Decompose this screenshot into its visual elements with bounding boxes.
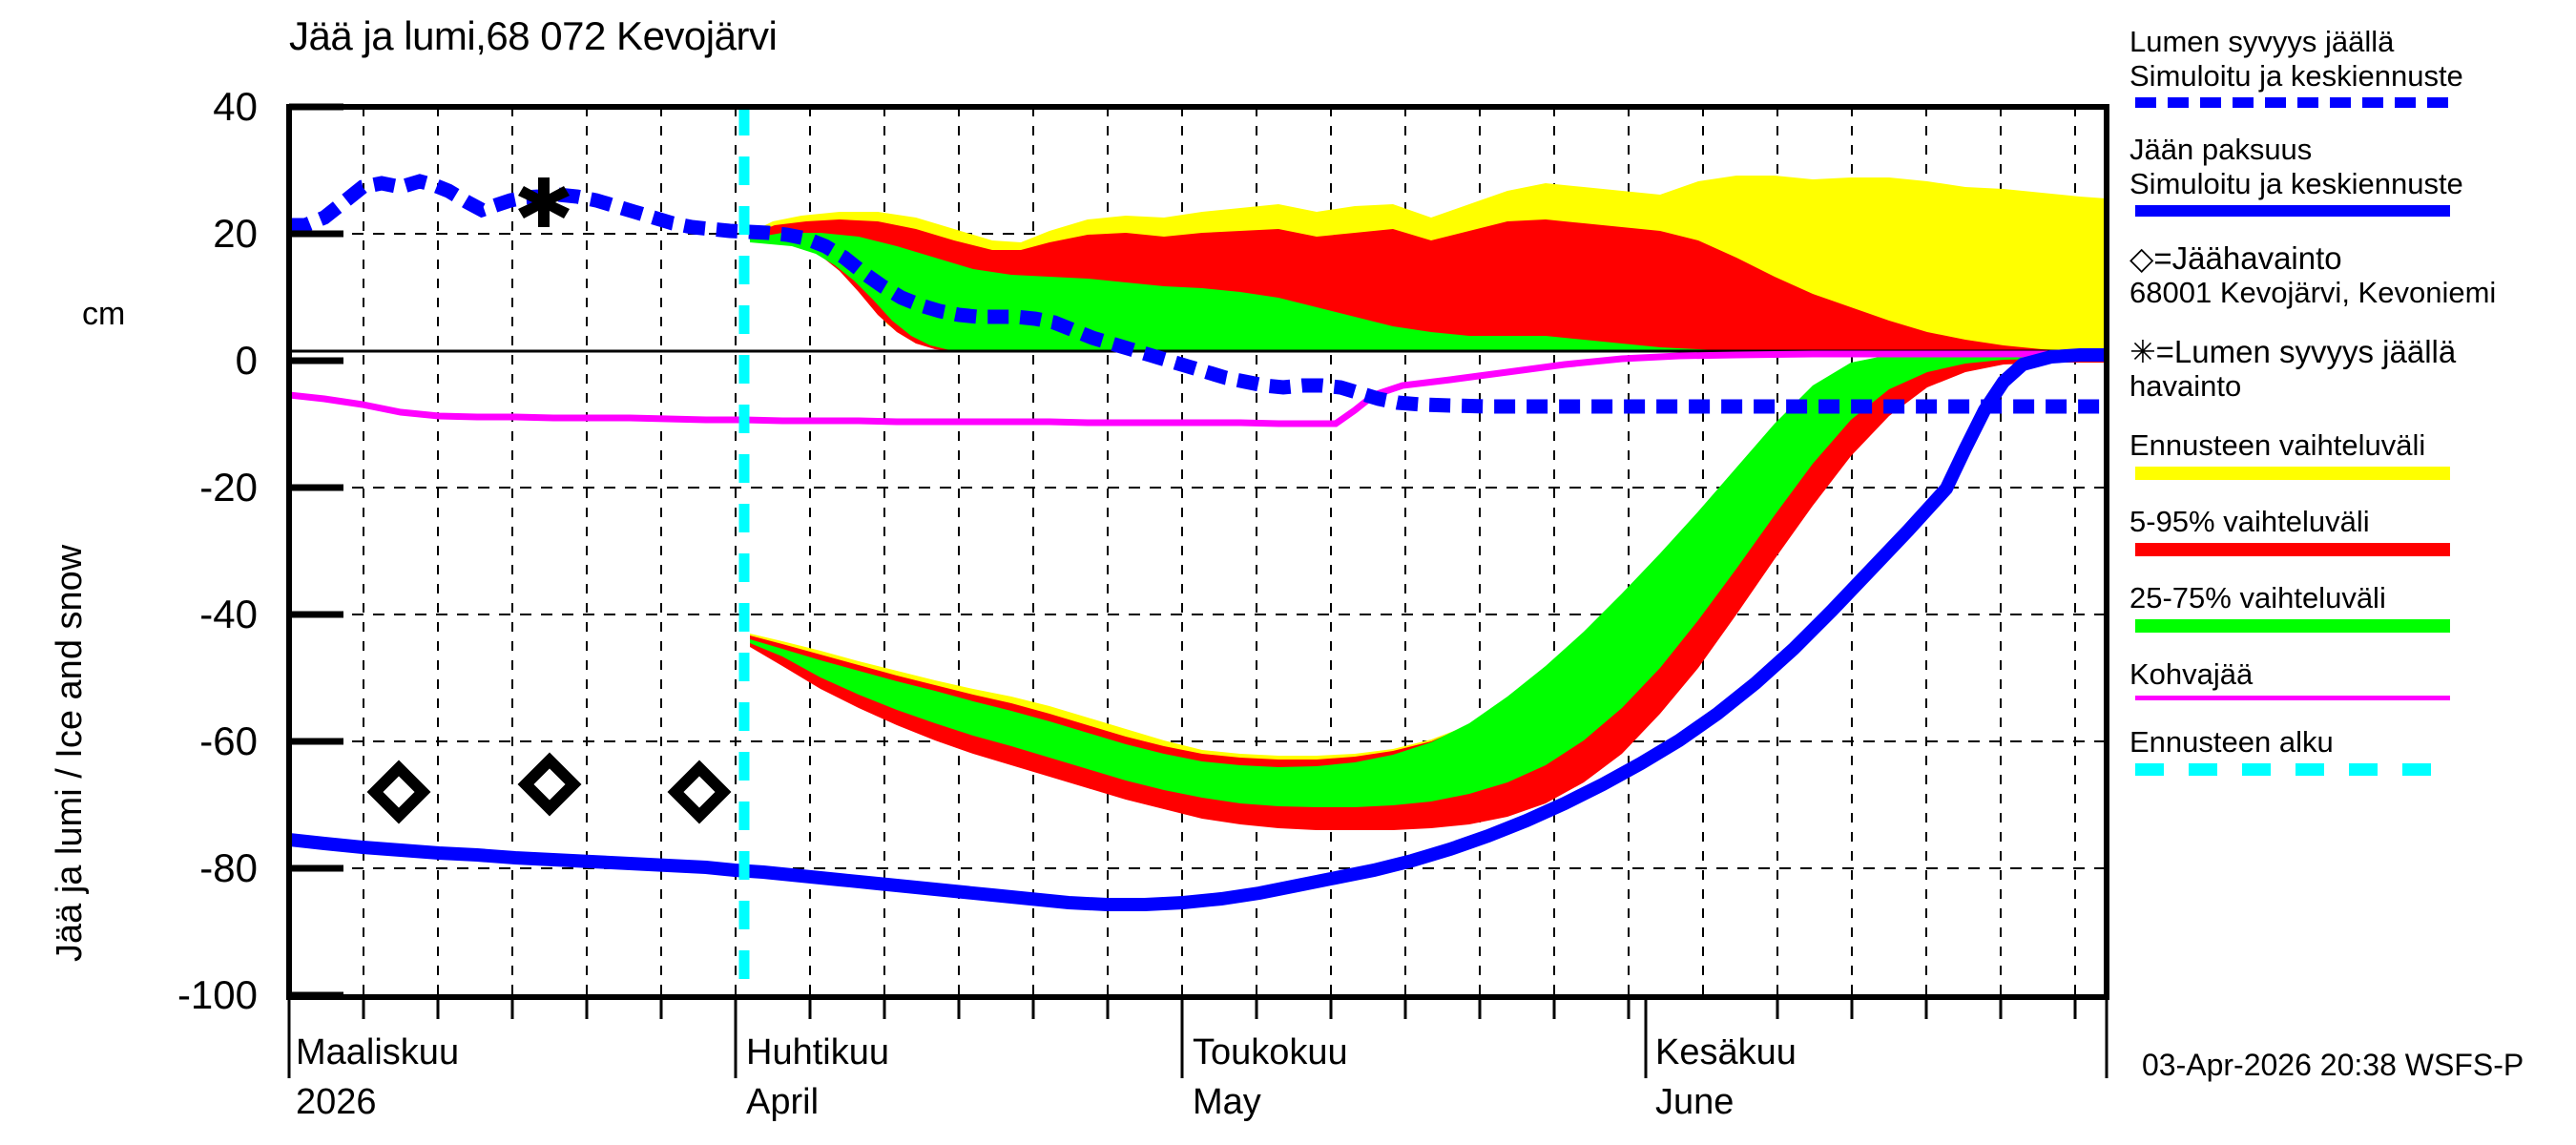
- y-tick-0: 0: [235, 338, 258, 383]
- legend-label-line1: Ennusteen vaihteluväli: [2129, 428, 2426, 462]
- legend-label-line2: havainto: [2129, 369, 2242, 403]
- legend-item-ice-observation: ◇=Jäähavainto 68001 Kevojärvi, Kevoniemi: [2129, 241, 2576, 335]
- legend-spacer: [2129, 310, 2576, 335]
- legend-label-line1: Ennusteen alku: [2129, 725, 2334, 759]
- legend-label-line2: Simuloitu ja keskiennuste: [2129, 167, 2463, 200]
- legend-item-snow-depth-on-ice: Lumen syvyys jäällä Simuloitu ja keskien…: [2129, 25, 2576, 108]
- x-tick-june-fi: Kesäkuu: [1655, 1032, 1797, 1072]
- y-tick-20: 20: [213, 211, 258, 256]
- legend-label-line2: 68001 Kevojärvi, Kevoniemi: [2129, 276, 2497, 309]
- series-snow-depth: [289, 174, 2107, 414]
- legend-swatch-forecast-start: [2135, 763, 2450, 776]
- observation-ice-markers: [366, 752, 732, 824]
- legend-label-line1: =Jäähavainto: [2153, 240, 2342, 276]
- legend-swatch-ice-thickness: [2135, 205, 2450, 217]
- legend-swatch-range-5-95: [2135, 543, 2450, 556]
- series-slush-ice: [289, 350, 2107, 427]
- x-tick-june-en: June: [1655, 1082, 1735, 1122]
- band-ice-25-75: [750, 352, 2107, 807]
- legend-swatch-snow-depth-dashed: [2135, 97, 2450, 108]
- legend-swatch-slush-ice: [2135, 696, 2450, 700]
- plot-frame: [286, 104, 2109, 1000]
- chart-title: Jää ja lumi,68 072 Kevojärvi: [289, 13, 778, 58]
- legend-label-line2: Simuloitu ja keskiennuste: [2129, 59, 2463, 93]
- legend-item-forecast-start: Ennusteen alku: [2129, 725, 2576, 776]
- legend-item-range-5-95: 5-95% vaihteluväli: [2129, 505, 2576, 556]
- y-axis-major-ticks: [289, 103, 343, 999]
- y-axis-unit: cm: [82, 296, 126, 332]
- y-tick-m40: -40: [199, 592, 258, 636]
- legend-item-slush-ice: Kohvajää: [2129, 657, 2576, 700]
- legend: Lumen syvyys jäällä Simuloitu ja keskien…: [2129, 25, 2576, 801]
- x-tick-may-en: May: [1193, 1082, 1261, 1122]
- x-axis-minor-ticks: [362, 997, 2077, 1019]
- legend-item-forecast-range: Ennusteen vaihteluväli: [2129, 428, 2576, 480]
- x-tick-march-fi: Maaliskuu: [296, 1032, 460, 1072]
- legend-label-line1: Kohvajää: [2129, 657, 2254, 691]
- legend-label-line1: Lumen syvyys jäällä: [2129, 25, 2395, 58]
- legend-swatch-forecast-range: [2135, 467, 2450, 480]
- legend-asterisk-icon: ✳=Lumen syvyys jäällä: [2129, 335, 2576, 369]
- legend-label-line1: Jään paksuus: [2129, 133, 2313, 166]
- x-tick-may-fi: Toukokuu: [1193, 1032, 1348, 1072]
- legend-item-range-25-75: 25-75% vaihteluväli: [2129, 581, 2576, 633]
- x-tick-april-en: April: [746, 1082, 820, 1122]
- x-tick-april-fi: Huhtikuu: [746, 1032, 889, 1072]
- x-tick-march-en: 2026: [296, 1082, 377, 1122]
- legend-item-ice-thickness: Jään paksuus Simuloitu ja keskiennuste: [2129, 133, 2576, 217]
- legend-item-snow-depth-observation: ✳=Lumen syvyys jäällä havainto: [2129, 335, 2576, 428]
- legend-diamond-icon: ◇=Jäähavainto: [2129, 241, 2576, 276]
- legend-label-line1: 5-95% vaihteluväli: [2129, 505, 2370, 538]
- diamond-icon: ◇: [2129, 240, 2154, 276]
- legend-label-line1: 25-75% vaihteluväli: [2129, 581, 2386, 614]
- series-ice-thickness: [289, 348, 2107, 911]
- x-axis-month-separators: [287, 997, 2109, 1078]
- y-tick-m20: -20: [199, 465, 258, 510]
- legend-swatch-range-25-75: [2135, 619, 2450, 633]
- y-tick-m80: -80: [199, 845, 258, 890]
- asterisk-icon: ✳: [2129, 334, 2156, 369]
- footer-timestamp: 03-Apr-2026 20:38 WSFS-P: [2142, 1048, 2524, 1082]
- y-tick-m60: -60: [199, 718, 258, 763]
- y-tick-40: 40: [213, 84, 258, 129]
- legend-label-line1: =Lumen syvyys jäällä: [2155, 334, 2457, 369]
- y-tick-m100: -100: [177, 972, 258, 1017]
- legend-spacer: [2129, 404, 2576, 428]
